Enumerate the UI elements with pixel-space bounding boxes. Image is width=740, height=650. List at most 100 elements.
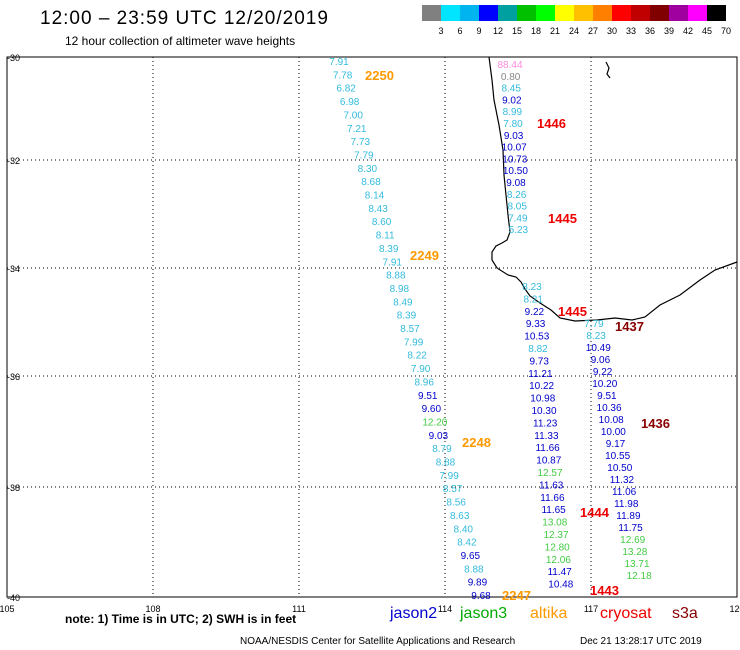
wave-height-value: 10.30 [531,406,556,417]
lat-label: -36 [7,372,20,382]
wave-height-value: 9.60 [422,404,442,415]
wave-height-value: 8.60 [372,217,392,228]
wave-height-value: 7.49 [508,213,528,224]
legend-swatch [517,5,536,21]
legend-swatch [498,5,517,21]
wave-height-value: 13.28 [622,547,647,558]
wave-height-value: 8.98 [390,284,410,295]
wave-height-value: 10.50 [503,166,528,177]
satellite-cryosat: cryosat [600,605,652,622]
wave-height-value: 12.18 [627,571,652,582]
wave-height-value: 88.44 [497,60,522,71]
wave-height-value: 10.55 [605,451,630,462]
footer-note: note: 1) Time is in UTC; 2) SWH is in fe… [65,612,297,626]
wave-height-value: 6.82 [336,84,356,95]
wave-height-value: 9.08 [506,178,526,189]
wave-height-value: 9.03 [429,431,449,442]
wave-height-value: 7.79 [354,150,374,161]
wave-height-value: 8.40 [454,524,474,535]
wave-height-value: 12.37 [543,530,568,541]
wave-height-value: 8.57 [400,324,420,335]
wave-height-value: 8.21 [523,294,543,305]
wave-height-value: 8.82 [528,344,548,355]
legend-label: 21 [549,26,560,36]
track-label: 1445 [548,211,577,226]
footer-timestamp: Dec 21 13:28:17 UTC 2019 [580,636,702,647]
lat-label: -34 [7,264,20,274]
wave-height-value: 7.79 [584,319,604,330]
wave-height-value: 11.75 [618,523,643,534]
wave-height-value: 8.23 [522,282,542,293]
satellite-jason2: jason2 [390,605,438,622]
wave-height-value: 8.63 [450,511,470,522]
wave-height-value: 7.21 [347,124,367,135]
track-label: 1436 [641,416,670,431]
wave-height-points: 7.91 7.78 6.82 6.98 7.00 7.21 7.73 7.79 8.30 8.68… [329,57,652,602]
lat-label: -30 [7,53,20,63]
wave-height-value: 7.99 [404,337,424,348]
frame-rect [6,56,738,598]
wave-height-value: 10.20 [592,379,617,390]
wave-height-value: 9.68 [471,591,491,602]
wave-height-value: 9.17 [606,439,626,450]
wave-height-value: 8.99 [503,107,523,118]
track-label: 2248 [462,435,491,450]
legend-label: 27 [587,26,598,36]
lon-label: 108 [145,604,160,614]
lon-label: 114 [438,604,452,614]
wave-height-value: 10.36 [597,403,622,414]
lon-label: 120 [729,604,740,614]
legend-swatch [707,5,726,21]
wave-height-value: 12.69 [620,535,645,546]
legend-swatch [460,5,479,21]
wave-height-value: 9.51 [597,391,617,402]
wave-height-value: 11.66 [540,493,565,504]
coastline [488,56,738,322]
wave-height-value: 10.08 [599,415,624,426]
wave-height-value: 12.06 [546,555,571,566]
wave-height-value: 11.23 [533,418,558,429]
lat-label: -40 [7,593,20,603]
wave-height-value: 12.80 [545,542,570,553]
lat-label: -32 [7,156,20,166]
track-label: 1443 [590,583,619,598]
lat-label: -38 [7,483,20,493]
wave-height-value: 8.88 [436,458,456,469]
wave-height-value: 9.06 [591,355,611,366]
legend-swatch [688,5,707,21]
legend-label: 33 [625,26,636,36]
wave-height-value: 10.53 [524,332,549,343]
wave-height-value: 8.56 [446,498,466,509]
lon-label: 111 [292,604,306,614]
map-frame [6,56,738,598]
legend-label: 70 [720,26,731,36]
wave-height-value: 0.80 [501,72,521,83]
wave-height-value: 10.98 [530,394,555,405]
lon-label: 105 [0,604,15,614]
wave-height-value: 7.80 [503,119,523,130]
wave-height-value: 7.99 [439,471,459,482]
wave-height-value: 8.88 [464,564,484,575]
wave-height-value: 11.65 [541,505,566,516]
wave-height-value: 8.26 [507,190,527,201]
track-label: 1444 [580,505,610,520]
wave-height-value: 9.33 [526,319,546,330]
legend-swatch [555,5,574,21]
legend-label: 39 [663,26,674,36]
wave-height-value: 8.23 [586,331,606,342]
legend-swatch [422,5,441,21]
legend-swatch [479,5,498,21]
wave-height-value: 10.73 [502,154,527,165]
legend-label: 42 [682,26,693,36]
wave-height-value: 11.98 [614,499,639,510]
wave-height-value: 11.06 [612,487,637,498]
wave-height-value: 5.23 [509,225,529,236]
wave-height-value: 11.47 [547,567,572,578]
track-labels: 2250 2249 2248 2247 1446 1445 1445 1444 1443 1437… [365,68,670,603]
wave-height-value: 7.90 [411,364,431,375]
wave-height-value: 11.21 [528,369,553,380]
legend-label: 36 [644,26,655,36]
legend-label: 9 [476,26,482,36]
